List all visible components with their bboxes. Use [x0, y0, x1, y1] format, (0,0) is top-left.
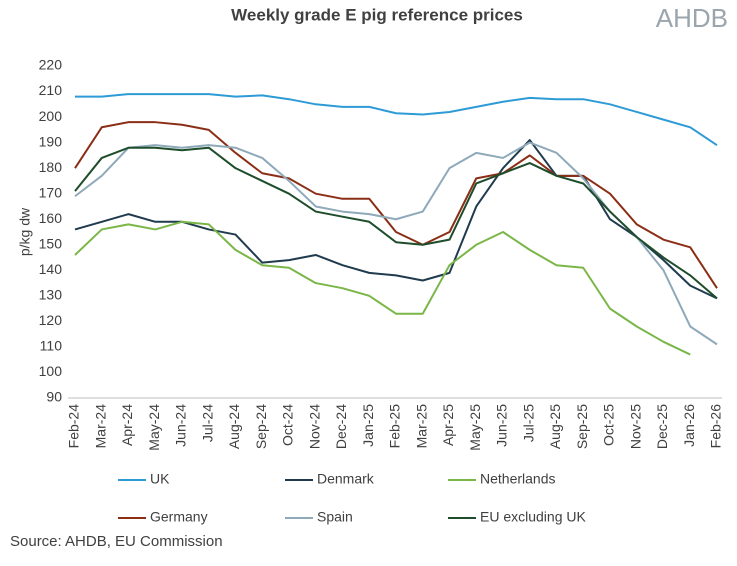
- x-tick-label: Dec-25: [654, 404, 670, 449]
- y-tick-label: 220: [39, 57, 63, 73]
- x-tick-label: Aug-25: [547, 404, 563, 449]
- x-tick-label: Mar-24: [92, 404, 108, 449]
- x-tick-label: Oct-24: [280, 404, 296, 446]
- y-axis-label: p/kg dw: [17, 207, 33, 256]
- legend-label: Spain: [317, 509, 353, 525]
- x-tick-label: Jan-25: [360, 404, 376, 447]
- y-tick-label: 130: [39, 287, 63, 303]
- logo: AHDB: [656, 3, 728, 33]
- x-tick-label: Sep-25: [574, 404, 590, 449]
- y-tick-label: 190: [39, 133, 63, 149]
- x-tick-label: Feb-24: [66, 404, 82, 449]
- y-tick-label: 120: [39, 312, 63, 328]
- legend-label: Denmark: [317, 471, 375, 487]
- y-tick-label: 90: [46, 389, 62, 405]
- source: Source: AHDB, EU Commission: [10, 533, 223, 550]
- series-line: [74, 146, 718, 300]
- x-tick-label: Apr-24: [119, 404, 135, 446]
- x-tick-label: Oct-25: [601, 404, 617, 446]
- y-tick-label: 180: [39, 159, 63, 175]
- series-line: [74, 220, 691, 356]
- legend-label: UK: [150, 471, 170, 487]
- x-tick-label: Nov-24: [306, 404, 322, 449]
- x-tick-label: Feb-25: [387, 404, 403, 449]
- legend-label: Netherlands: [480, 471, 556, 487]
- y-tick-label: 200: [39, 108, 63, 124]
- y-tick-label: 140: [39, 261, 63, 277]
- x-tick-label: Jun-25: [494, 404, 510, 447]
- x-tick-label: Nov-25: [627, 404, 643, 449]
- legend-label: Germany: [150, 509, 208, 525]
- x-tick-label: May-25: [467, 404, 483, 451]
- y-tick-label: 170: [39, 184, 63, 200]
- x-tick-label: Jul-25: [520, 404, 536, 442]
- series-line: [74, 121, 718, 289]
- x-tick-label: May-24: [146, 404, 162, 451]
- y-tick-label: 150: [39, 235, 63, 251]
- y-tick-label: 160: [39, 210, 63, 226]
- x-tick-label: Jan-26: [681, 404, 697, 447]
- x-tick-label: Mar-25: [413, 404, 429, 449]
- x-tick-label: Jun-24: [173, 404, 189, 447]
- legend-label: EU excluding UK: [480, 509, 586, 525]
- x-tick-label: Dec-24: [333, 404, 349, 449]
- y-tick-label: 100: [39, 363, 63, 379]
- chart-title: Weekly grade E pig reference prices: [231, 5, 523, 24]
- x-tick-label: Feb-26: [708, 404, 724, 449]
- y-tick-label: 110: [40, 338, 63, 354]
- x-tick-label: Jul-24: [199, 404, 215, 442]
- x-tick-label: Sep-24: [253, 404, 269, 449]
- y-tick-label: 210: [39, 82, 63, 98]
- x-tick-label: Aug-24: [226, 404, 242, 449]
- series-line: [75, 93, 718, 147]
- x-tick-label: Apr-25: [440, 404, 456, 446]
